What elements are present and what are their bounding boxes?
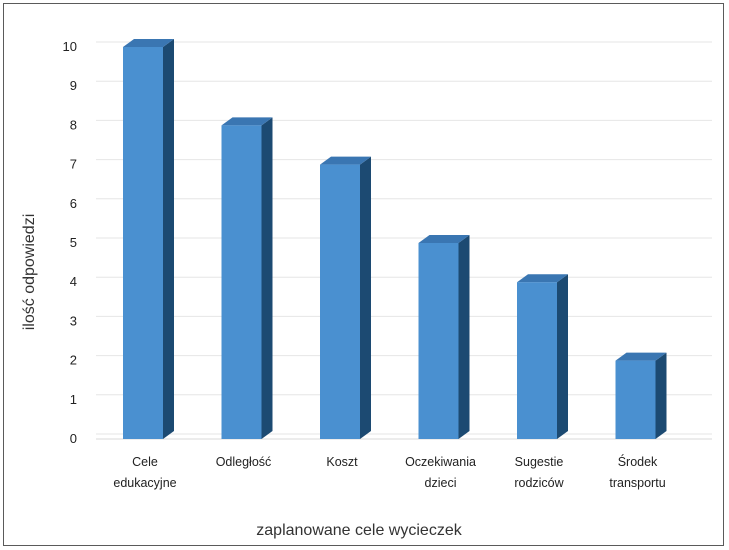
y-tick-label: 1 bbox=[70, 392, 77, 407]
bar bbox=[123, 39, 174, 439]
bar-front bbox=[418, 243, 459, 439]
bar-side bbox=[557, 274, 568, 439]
bar-front bbox=[615, 360, 656, 439]
y-tick-label: 2 bbox=[70, 353, 77, 368]
x-category-label: Koszt bbox=[326, 455, 358, 469]
bar-top bbox=[418, 235, 470, 243]
y-tick-label: 10 bbox=[63, 39, 77, 54]
bar-front bbox=[221, 125, 262, 440]
bar-front bbox=[517, 282, 557, 439]
bar-top bbox=[123, 39, 174, 47]
x-category-label: Cele edukacyjne bbox=[113, 455, 176, 490]
bar-chart: 0 1 2 3 4 5 6 7 8 9 10 Cele edukacyjne Odległość Kosz… bbox=[21, 39, 712, 539]
x-category-label: Sugestie rodziców bbox=[514, 455, 564, 490]
bar bbox=[320, 156, 371, 439]
bar-top bbox=[517, 274, 568, 283]
y-tick-label: 8 bbox=[70, 117, 77, 132]
bar bbox=[615, 352, 667, 439]
bar bbox=[418, 235, 470, 439]
bar bbox=[517, 274, 568, 439]
chart-frame: 0 1 2 3 4 5 6 7 8 9 10 Cele edukacyjne Odległość Kosz… bbox=[3, 3, 724, 546]
y-tick-label: 0 bbox=[70, 431, 77, 446]
bar-top bbox=[320, 156, 371, 165]
bar-side bbox=[163, 39, 174, 439]
y-tick-label: 5 bbox=[70, 235, 77, 250]
bar-side bbox=[655, 352, 667, 439]
x-category-label: Oczekiwania dzieci bbox=[405, 455, 476, 490]
bar-side bbox=[261, 117, 273, 440]
y-tick-label: 3 bbox=[70, 313, 77, 328]
x-category-label: Środek transportu bbox=[609, 454, 665, 490]
y-tick-label: 4 bbox=[70, 274, 77, 289]
bar-top bbox=[615, 352, 667, 361]
x-category-label: Odległość bbox=[216, 455, 272, 469]
y-tick-label: 7 bbox=[70, 157, 77, 172]
y-tick-label: 6 bbox=[70, 196, 77, 211]
x-axis-title: zaplanowane cele wycieczek bbox=[256, 522, 462, 539]
bar bbox=[221, 117, 273, 440]
y-axis-title: ilość odpowiedzi bbox=[21, 214, 38, 331]
bar-front bbox=[123, 47, 163, 439]
bar-top bbox=[221, 117, 273, 126]
y-tick-label: 9 bbox=[70, 78, 77, 93]
gridlines bbox=[96, 41, 712, 440]
y-axis-ticks: 0 1 2 3 4 5 6 7 8 9 10 bbox=[63, 39, 77, 446]
bar-side bbox=[360, 156, 371, 439]
bars bbox=[123, 39, 667, 440]
bar-side bbox=[458, 235, 470, 439]
x-axis-categories: Cele edukacyjne Odległość Koszt Oczekiwania d… bbox=[113, 454, 665, 490]
bar-front bbox=[320, 164, 360, 439]
